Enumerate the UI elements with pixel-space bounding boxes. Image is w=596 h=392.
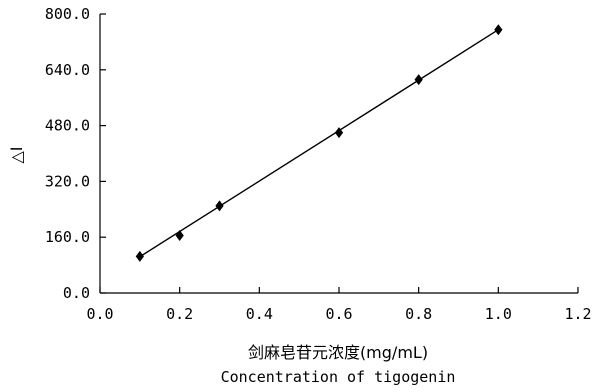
x-tick-label: 0.8 bbox=[405, 305, 432, 323]
data-point bbox=[175, 229, 184, 241]
data-point bbox=[334, 127, 344, 139]
axes bbox=[99, 14, 578, 294]
data-points bbox=[135, 24, 503, 262]
y-axis-ticks: 0.0 160.0 320.0 480.0 640.0 800.0 bbox=[45, 5, 106, 302]
y-tick-label: 160.0 bbox=[45, 228, 90, 246]
fit-line bbox=[139, 29, 499, 258]
x-axis-label-english: Concentration of tigogenin bbox=[221, 368, 456, 386]
fit-line-group bbox=[139, 29, 499, 258]
y-tick-label: 640.0 bbox=[45, 61, 90, 79]
y-axis-label: △I bbox=[7, 146, 26, 163]
y-tick-label: 800.0 bbox=[45, 5, 90, 23]
x-tick-label: 0.2 bbox=[166, 305, 193, 323]
y-tick-label: 480.0 bbox=[45, 117, 90, 135]
x-tick-label: 0.0 bbox=[86, 305, 113, 323]
data-point bbox=[414, 74, 423, 86]
y-tick-label: 320.0 bbox=[45, 172, 90, 190]
x-axis-label: 剑麻皂苷元浓度(mg/mL) bbox=[248, 343, 428, 362]
x-axis-ticks: 0.0 0.2 0.4 0.6 0.8 1.0 1.2 bbox=[86, 287, 592, 323]
x-tick-label: 0.6 bbox=[325, 305, 352, 323]
data-point bbox=[494, 24, 503, 36]
x-tick-label: 1.0 bbox=[485, 305, 512, 323]
data-point bbox=[135, 250, 144, 262]
y-tick-label: 0.0 bbox=[63, 284, 90, 302]
x-tick-label: 1.2 bbox=[564, 305, 591, 323]
data-point bbox=[215, 200, 224, 212]
x-tick-label: 0.4 bbox=[246, 305, 273, 323]
